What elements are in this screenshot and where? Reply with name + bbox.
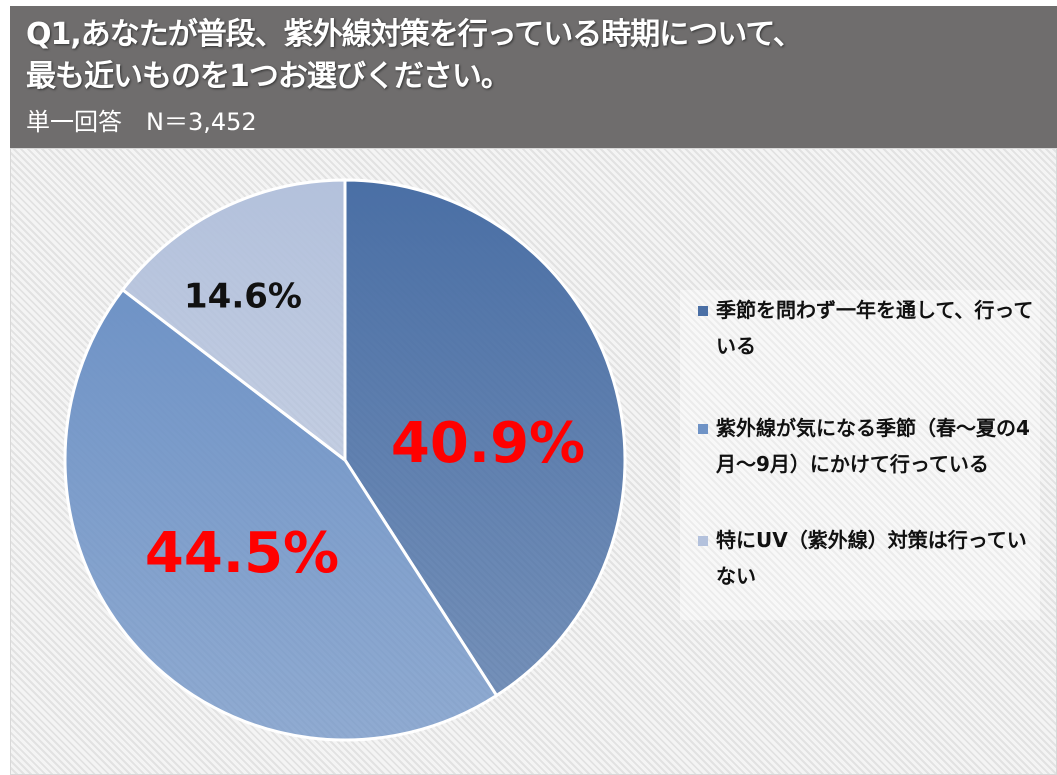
subtitle: 単一回答 N＝3,452 bbox=[26, 108, 257, 136]
legend-swatch bbox=[698, 424, 708, 434]
data-label-1: 44.5% bbox=[145, 521, 339, 586]
data-label-2: 14.6% bbox=[184, 277, 302, 317]
header: Q1,あなたが普段、紫外線対策を行っている時期について、 最も近いものを1つお選… bbox=[10, 6, 1057, 148]
legend-swatch bbox=[698, 306, 708, 316]
legend-item-2: 特にUV（紫外線）対策は行っていない bbox=[698, 522, 1046, 594]
data-label-0: 40.9% bbox=[391, 411, 585, 476]
legend-label: 紫外線が気になる季節（春～夏の4月～9月）にかけて行っている bbox=[716, 416, 1030, 476]
title-line-1: Q1,あなたが普段、紫外線対策を行っている時期について、 bbox=[26, 17, 803, 52]
legend-label: 季節を問わず一年を通して、行っている bbox=[716, 298, 1034, 358]
legend-item-0: 季節を問わず一年を通して、行っている bbox=[698, 292, 1046, 364]
legend-swatch bbox=[698, 536, 708, 546]
legend-label: 特にUV（紫外線）対策は行っていない bbox=[716, 528, 1027, 588]
pie-slice-1 bbox=[63, 287, 499, 742]
pie-slice-2 bbox=[120, 178, 347, 464]
chart-title: Q1,あなたが普段、紫外線対策を行っている時期について、 最も近いものを1つお選… bbox=[26, 14, 803, 98]
legend: 季節を問わず一年を通して、行っている 紫外線が気になる季節（春～夏の4月～9月）… bbox=[680, 290, 1040, 620]
title-line-2: 最も近いものを1つお選びください。 bbox=[26, 59, 511, 94]
legend-item-1: 紫外線が気になる季節（春～夏の4月～9月）にかけて行っている bbox=[698, 410, 1046, 482]
